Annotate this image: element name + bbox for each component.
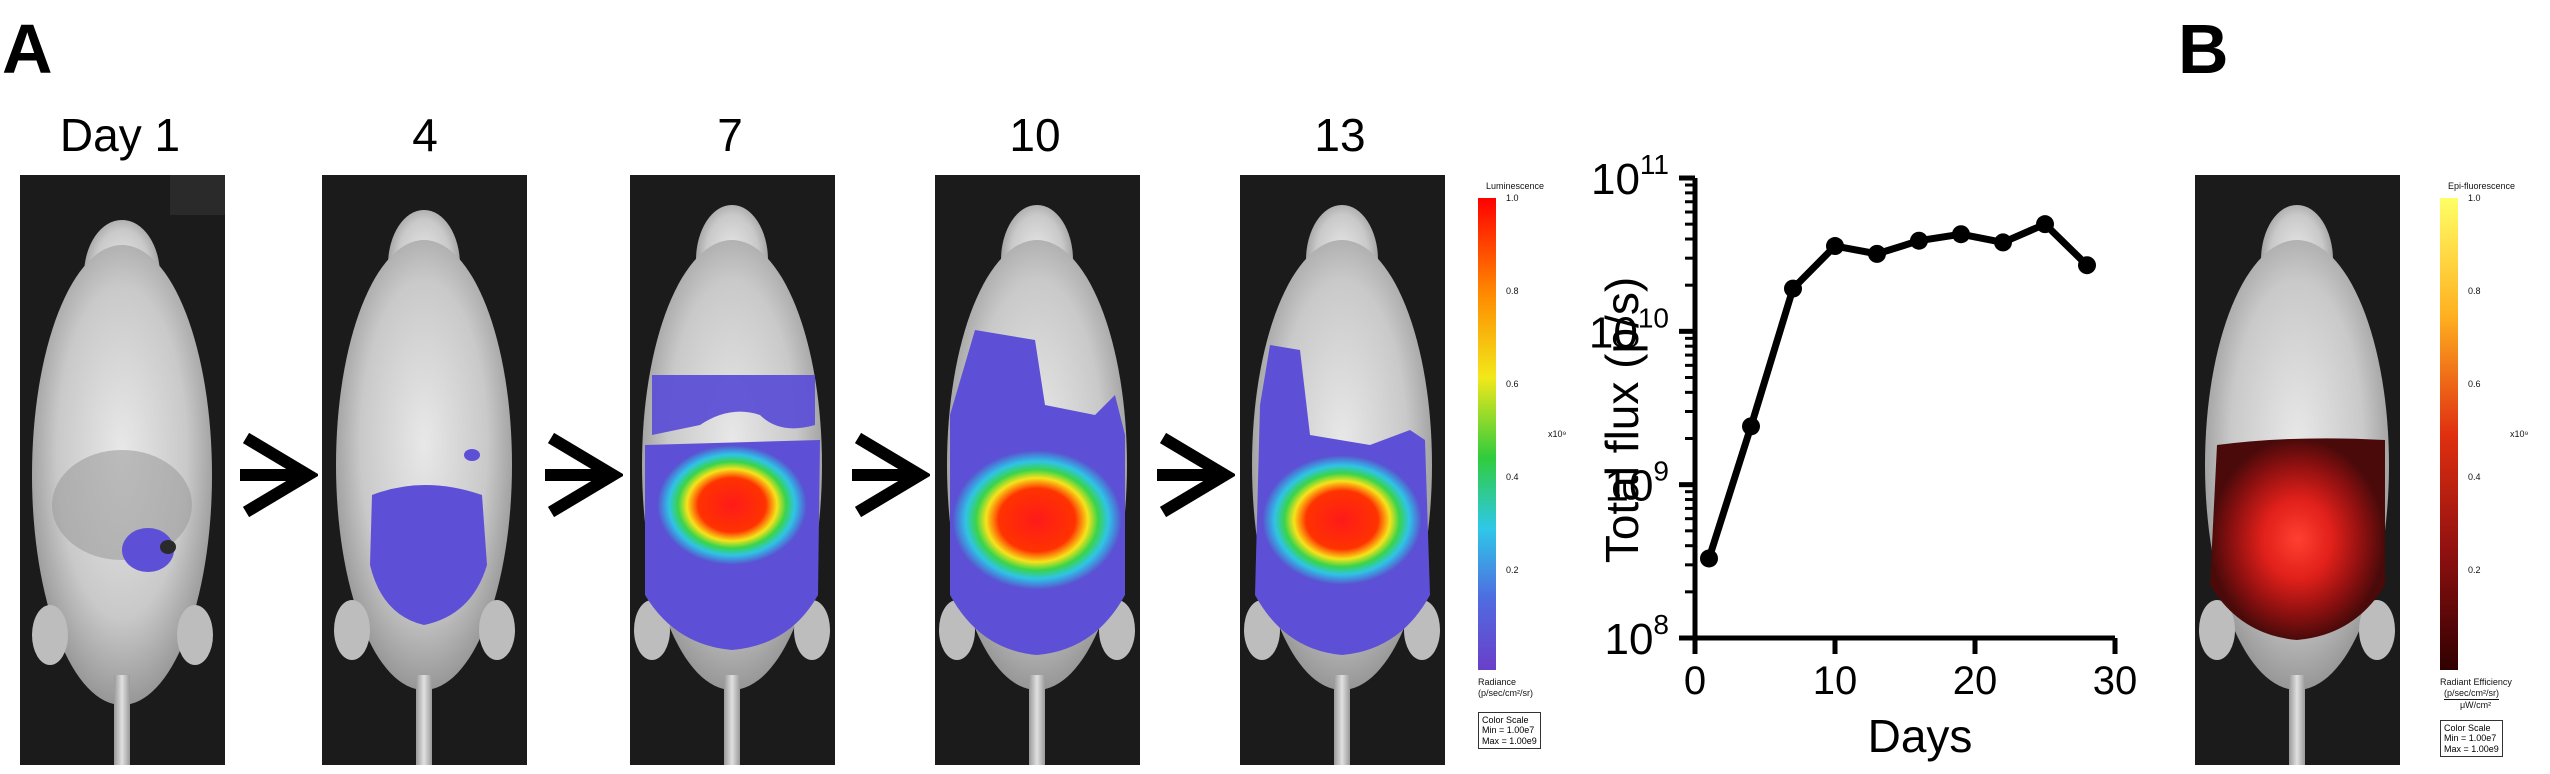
day-label-4: 4 [412, 109, 438, 161]
mouse-image-day-13 [1240, 175, 1445, 765]
arrow-right-icon [545, 432, 623, 518]
data-point [1910, 231, 1928, 250]
panel-label-a: A [2, 10, 53, 88]
fluorescence-unit-denominator: μW/cm² [2460, 700, 2492, 710]
fluorescence-unit-numerator: (p/sec/cm²/sr) [2444, 688, 2499, 700]
fluorescence-tick: 1.0 [2468, 193, 2481, 203]
fluorescence-tick: 0.2 [2468, 565, 2481, 575]
arrow-right-icon [1157, 432, 1235, 518]
series-line [1705, 220, 2090, 560]
fluorescence-tick: 0.4 [2468, 472, 2481, 482]
arrow-right-icon [852, 432, 930, 518]
luminescence-box-min: Min = 1.00e7 [1482, 725, 1535, 736]
luminescence-tick: 0.4 [1506, 472, 1519, 482]
day-label-10: 10 [1009, 109, 1061, 161]
mouse-image-fluorescence [2195, 175, 2400, 765]
data-point [1742, 417, 1760, 436]
total-flux-chart: Total flux (p/s) Days 108 109 1010 1011 0 10 2… [1590, 149, 2137, 762]
data-point [1994, 233, 2012, 252]
data-point [1952, 225, 1970, 244]
y-tick-label: 1011 [1591, 149, 1669, 204]
data-point [1784, 279, 1802, 298]
data-point [1700, 549, 1718, 568]
chart-series [1700, 215, 2096, 568]
luminescence-scale-title: Luminescence [1486, 181, 1545, 191]
fluorescence-tick: 0.6 [2468, 379, 2481, 389]
fluorescence-multiplier: x10⁹ [2510, 429, 2529, 439]
fluorescence-gradient-bar [2440, 198, 2458, 670]
luminescence-color-scale: Luminescence 1.0 0.8 0.6 0.4 0.2 x10⁹ Ra… [1478, 180, 1588, 770]
y-tick-label: 108 [1604, 609, 1669, 664]
chart-axes [1692, 178, 2115, 641]
mouse-image-day-4 [322, 175, 527, 765]
mouse-image-day-10 [935, 175, 1140, 765]
data-point [1826, 237, 1844, 256]
luminescence-multiplier: x10⁹ [1548, 429, 1567, 439]
fluorescence-box-min: Min = 1.00e7 [2444, 733, 2497, 744]
data-point [1868, 244, 1886, 263]
x-tick-label: 30 [2093, 659, 2138, 703]
luminescence-tick: 1.0 [1506, 193, 1519, 203]
luminescence-gradient-bar [1478, 198, 1496, 670]
luminescence-min-max-box: Color Scale Min = 1.00e7 Max = 1.00e9 [1478, 712, 1541, 750]
arrow-right-icon [240, 432, 318, 518]
luminescence-tick: 0.6 [1506, 379, 1519, 389]
chart-y-axis-label: Total flux (p/s) [1596, 277, 1648, 563]
luminescence-tick: 0.8 [1506, 286, 1519, 296]
fluorescence-color-scale: Epi-fluorescence 1.0 0.8 0.6 0.4 0.2 x10… [2440, 180, 2548, 770]
data-point [2078, 256, 2096, 275]
fluorescence-tick: 0.8 [2468, 286, 2481, 296]
mouse-image-day-1 [20, 175, 225, 765]
chart-x-axis-label: Days [1868, 710, 1973, 762]
day-label-1: Day 1 [59, 109, 181, 161]
y-tick-label: 109 [1604, 456, 1669, 511]
y-tick-label: 1010 [1590, 302, 1669, 357]
fluorescence-box-max: Max = 1.00e9 [2444, 743, 2499, 754]
luminescence-box-max: Max = 1.00e9 [1482, 735, 1537, 746]
fluorescence-scale-title: Epi-fluorescence [2448, 181, 2516, 191]
x-tick-label: 20 [1953, 659, 1998, 703]
chart-ticks: 108 109 1010 1011 0 10 20 30 [1590, 149, 2137, 703]
fluorescence-unit-title: Radiant Efficiency [2440, 677, 2512, 687]
luminescence-unit-title: Radiance [1478, 677, 1517, 687]
luminescence-tick: 0.2 [1506, 565, 1519, 575]
day-label-13: 13 [1314, 109, 1366, 161]
panel-label-b: B [2178, 10, 2229, 88]
x-tick-label: 0 [1684, 659, 1706, 703]
fluorescence-box-title: Color Scale [2444, 723, 2491, 733]
data-point [2036, 215, 2054, 234]
luminescence-box-title: Color Scale [1482, 715, 1529, 725]
mouse-image-day-7 [630, 175, 835, 765]
day-label-7: 7 [717, 109, 743, 161]
fluorescence-min-max-box: Color Scale Min = 1.00e7 Max = 1.00e9 [2440, 720, 2503, 758]
luminescence-unit: (p/sec/cm²/sr) [1478, 688, 1533, 698]
x-tick-label: 10 [1813, 659, 1858, 703]
